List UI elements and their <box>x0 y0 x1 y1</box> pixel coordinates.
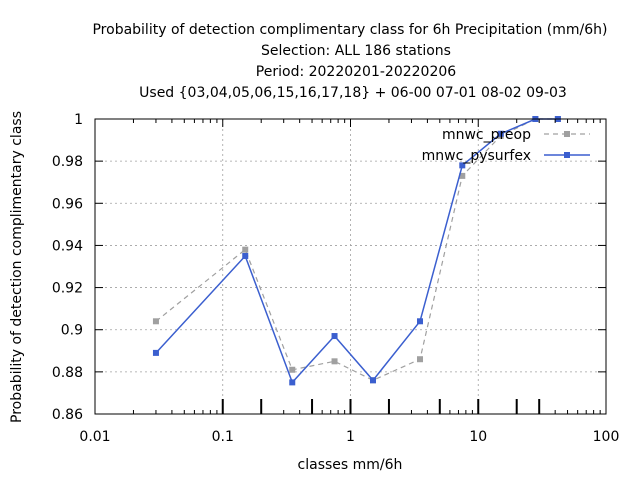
data-point-mnwc_pysurfex <box>459 162 466 169</box>
series-line-mnwc_pysurfex <box>155 118 558 384</box>
y-tick-label: 0.86 <box>52 407 83 423</box>
x-tick-label: 100 <box>593 429 620 445</box>
legend-swatch-marker <box>564 131 570 137</box>
data-point-mnwc_preop <box>417 356 424 363</box>
series-line-mnwc_preop <box>155 118 558 381</box>
data-point-mnwc_preop <box>289 366 296 373</box>
data-point-mnwc_pysurfex <box>497 130 504 137</box>
data-point-mnwc_preop <box>152 318 159 325</box>
y-axis-label: Probability of detection complimentary c… <box>9 111 25 423</box>
y-tick-label: 0.94 <box>52 238 83 254</box>
x-tick-label: 10 <box>469 429 487 445</box>
data-point-mnwc_pysurfex <box>331 333 338 340</box>
legend-swatch-marker <box>564 152 570 158</box>
axis-ticks: 0.86 0.88 0.9 0.92 0.94 0.96 0.98 1 0.01 0.1 1 10 10… <box>52 112 620 445</box>
y-tick-label: 0.9 <box>61 323 83 339</box>
y-tick-label: 1 <box>74 112 83 128</box>
legend: mnwc_preop mnwc_pysurfex <box>422 127 590 164</box>
title-line-2: Selection: ALL 186 stations <box>261 43 451 59</box>
title-line-4: Used {03,04,05,06,15,16,17,18} + 06-00 0… <box>139 85 567 101</box>
x-tick-label: 0.1 <box>212 429 234 445</box>
y-tick-label: 0.98 <box>52 154 83 170</box>
data-point-mnwc_pysurfex <box>417 318 424 325</box>
title-line-1: Probability of detection complimentary c… <box>92 22 607 38</box>
data-point-mnwc_preop <box>331 358 338 365</box>
grid <box>95 119 606 414</box>
chart-title: Probability of detection complimentary c… <box>92 22 607 101</box>
data-point-mnwc_pysurfex <box>152 349 159 356</box>
legend-label: mnwc_preop <box>442 127 531 143</box>
y-tick-label: 0.88 <box>52 365 83 381</box>
x-tick-label: 1 <box>346 429 355 445</box>
x-axis-label: classes mm/6h <box>298 457 403 473</box>
title-line-3: Period: 20220201-20220206 <box>256 64 456 80</box>
data-point-mnwc_pysurfex <box>242 252 249 259</box>
data-point-mnwc_pysurfex <box>369 377 376 384</box>
data-point-mnwc_preop <box>459 172 466 179</box>
y-tick-label: 0.96 <box>52 196 83 212</box>
legend-label: mnwc_pysurfex <box>422 148 531 164</box>
x-tick-label: 0.01 <box>79 429 110 445</box>
y-tick-label: 0.92 <box>52 281 83 297</box>
data-point-mnwc_preop <box>242 246 249 253</box>
class-boundary-marks <box>221 399 541 414</box>
series-layer <box>152 116 561 386</box>
data-point-mnwc_pysurfex <box>289 379 296 386</box>
